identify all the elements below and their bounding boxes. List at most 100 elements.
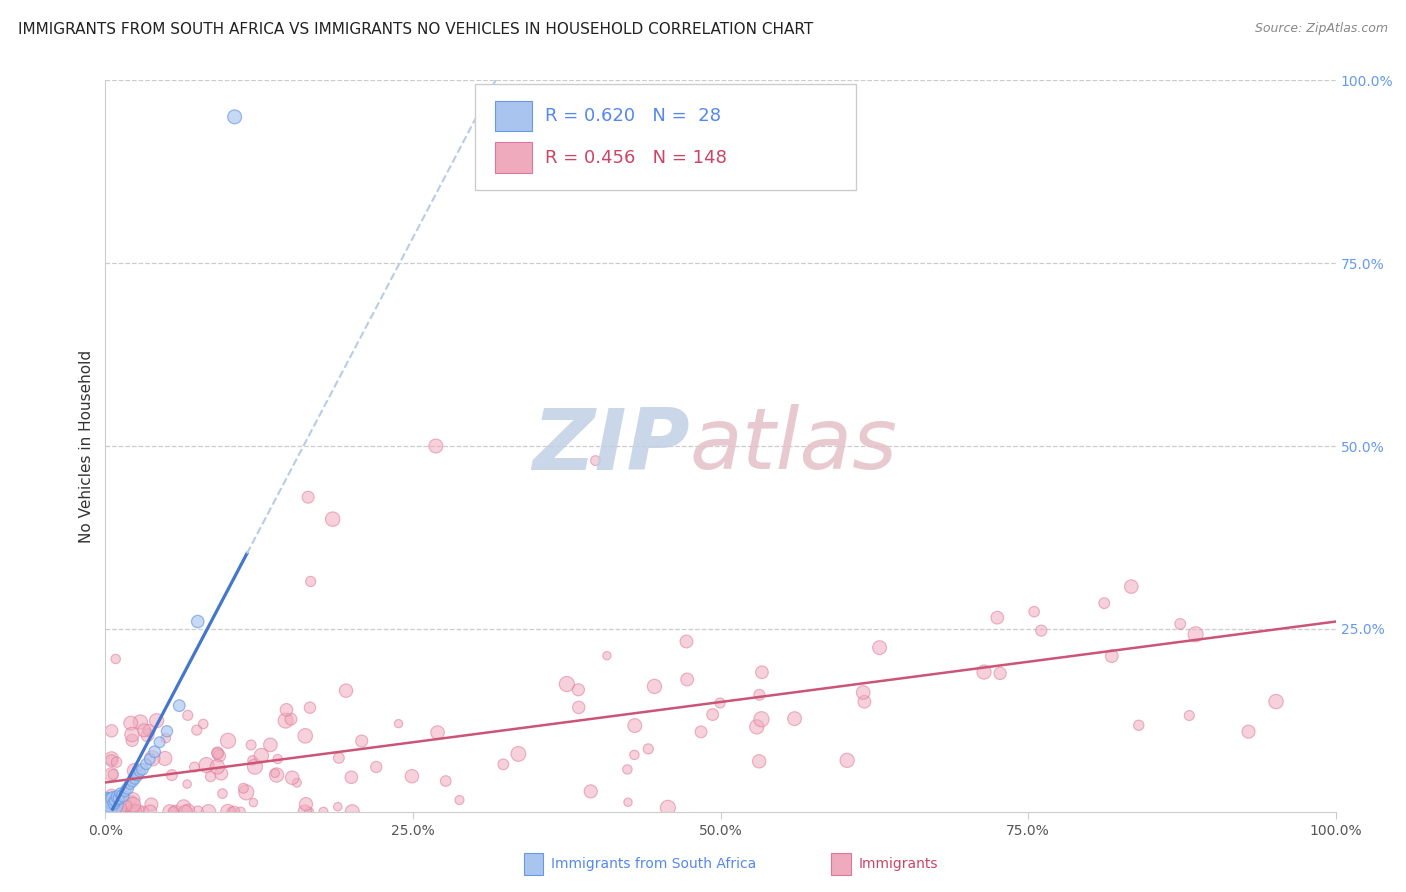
Point: [124, 764, 146, 778]
Point: [110, 787, 132, 801]
Point: [657, 801, 679, 815]
Point: [259, 738, 281, 752]
Point: [169, 698, 191, 713]
Point: [1031, 624, 1053, 638]
Point: [139, 805, 162, 819]
Point: [623, 718, 645, 732]
Point: [366, 760, 388, 774]
FancyBboxPatch shape: [475, 84, 856, 190]
Point: [187, 805, 209, 819]
Point: [197, 805, 219, 819]
Point: [108, 801, 131, 815]
Point: [232, 781, 254, 796]
Point: [986, 610, 1008, 624]
Point: [129, 715, 152, 730]
Point: [267, 752, 290, 766]
Point: [100, 767, 122, 781]
Point: [449, 793, 471, 807]
Point: [207, 747, 229, 761]
Point: [100, 751, 122, 765]
Point: [111, 805, 134, 819]
Point: [132, 805, 155, 819]
Point: [1121, 580, 1143, 594]
Point: [121, 733, 143, 747]
Text: R = 0.620   N =  28: R = 0.620 N = 28: [544, 107, 721, 125]
Point: [585, 453, 607, 467]
Point: [131, 762, 153, 776]
Point: [748, 688, 770, 702]
Point: [108, 791, 131, 805]
Point: [426, 725, 449, 739]
Point: [141, 751, 163, 765]
Point: [988, 666, 1011, 681]
Point: [221, 805, 243, 819]
Point: [103, 796, 125, 810]
Point: [783, 712, 806, 726]
Point: [122, 805, 145, 819]
Point: [122, 792, 145, 806]
Point: [401, 769, 423, 783]
Point: [100, 792, 122, 806]
Point: [208, 748, 231, 763]
Point: [97, 798, 120, 813]
Point: [264, 766, 287, 780]
Point: [676, 673, 699, 687]
Point: [110, 805, 132, 819]
Point: [675, 634, 697, 648]
Point: [117, 781, 139, 796]
Point: [280, 712, 302, 726]
Point: [342, 805, 364, 819]
Point: [274, 714, 297, 728]
Point: [425, 439, 447, 453]
Point: [492, 757, 515, 772]
Text: Immigrants: Immigrants: [858, 857, 938, 871]
Point: [508, 747, 530, 761]
Point: [1128, 718, 1150, 732]
Point: [1101, 649, 1123, 664]
Point: [281, 771, 304, 785]
Point: [193, 717, 215, 731]
Point: [328, 751, 350, 765]
Bar: [831, 854, 851, 875]
Point: [1024, 605, 1046, 619]
Point: [120, 716, 142, 731]
Text: Immigrants from South Africa: Immigrants from South Africa: [551, 857, 756, 871]
Point: [869, 640, 891, 655]
Point: [111, 789, 134, 803]
Y-axis label: No Vehicles in Household: No Vehicles in Household: [79, 350, 94, 542]
Bar: [524, 854, 543, 875]
Point: [101, 805, 124, 819]
Point: [335, 683, 357, 698]
Point: [104, 794, 127, 808]
Point: [235, 785, 257, 799]
Text: Source: ZipAtlas.com: Source: ZipAtlas.com: [1254, 22, 1388, 36]
Point: [434, 774, 457, 789]
Point: [224, 110, 246, 124]
Point: [121, 774, 143, 789]
Point: [101, 805, 124, 819]
Point: [326, 799, 349, 814]
Text: R = 0.456   N = 148: R = 0.456 N = 148: [544, 149, 727, 167]
Point: [174, 805, 197, 819]
Point: [555, 677, 578, 691]
Point: [751, 665, 773, 680]
Point: [387, 716, 409, 731]
Point: [195, 758, 218, 772]
Point: [1178, 708, 1201, 723]
Point: [104, 652, 127, 666]
Text: ZIP: ZIP: [533, 404, 690, 488]
Point: [748, 755, 770, 769]
Point: [141, 797, 163, 812]
Point: [617, 795, 640, 809]
Point: [162, 805, 184, 819]
Point: [114, 784, 136, 798]
Point: [96, 797, 118, 812]
Point: [1237, 724, 1260, 739]
Point: [177, 708, 200, 723]
Point: [285, 775, 308, 789]
Point: [242, 753, 264, 767]
Point: [217, 733, 239, 747]
Point: [299, 574, 322, 589]
Bar: [495, 143, 533, 173]
Point: [98, 794, 122, 808]
